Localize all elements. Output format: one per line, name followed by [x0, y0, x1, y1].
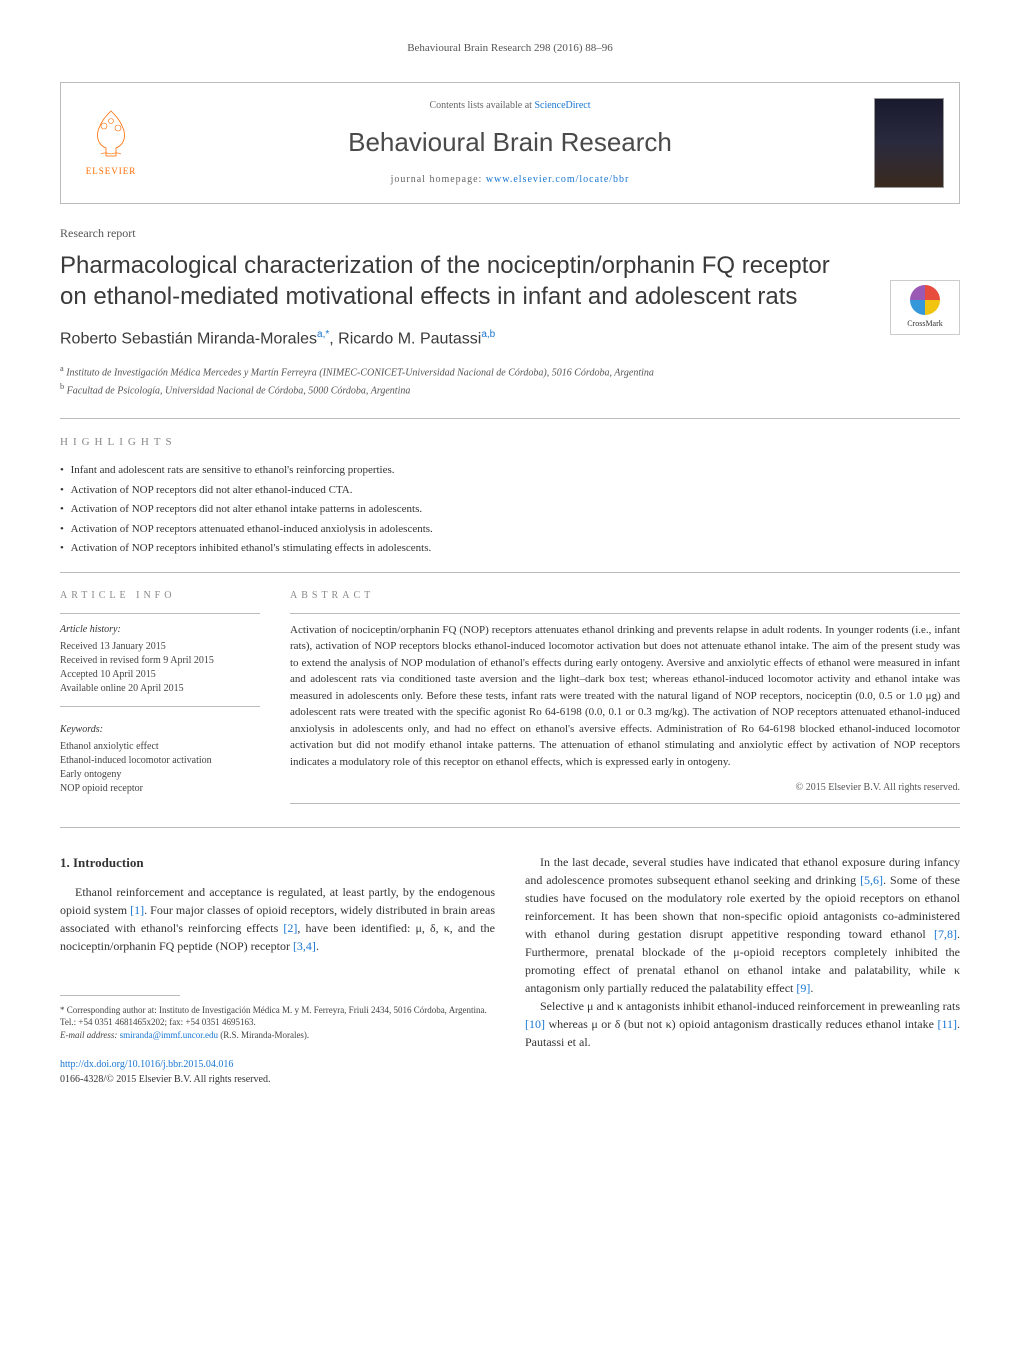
history-item: Available online 20 April 2015 [60, 682, 260, 696]
rule [60, 706, 260, 707]
contents-prefix: Contents lists available at [429, 100, 534, 111]
affil-text-a: Instituto de Investigación Médica Merced… [64, 368, 654, 379]
masthead-center: Contents lists available at ScienceDirec… [146, 98, 874, 187]
rule [60, 572, 960, 573]
elsevier-tree-icon [86, 106, 136, 161]
crossmark-label: CrossMark [907, 318, 943, 330]
highlights-heading: HIGHLIGHTS [60, 434, 960, 451]
journal-cover-thumb [874, 98, 944, 188]
ref-link[interactable]: [9] [796, 981, 810, 995]
ref-link[interactable]: [2] [283, 921, 297, 935]
doi-link[interactable]: http://dx.doi.org/10.1016/j.bbr.2015.04.… [60, 1059, 233, 1070]
keyword: Early ontogeny [60, 768, 260, 782]
authors: Roberto Sebastián Miranda-Moralesa,*, Ri… [60, 327, 960, 351]
highlights-list: Infant and adolescent rats are sensitive… [60, 462, 960, 557]
article-info-heading: ARTICLE INFO [60, 588, 260, 603]
abstract-text: Activation of nociceptin/orphanin FQ (NO… [290, 622, 960, 771]
keyword: Ethanol anxiolytic effect [60, 740, 260, 754]
highlight-item: Infant and adolescent rats are sensitive… [60, 462, 960, 479]
abstract-heading: ABSTRACT [290, 588, 960, 603]
corresponding-footnote: * Corresponding author at: Instituto de … [60, 1004, 495, 1029]
rule [60, 418, 960, 419]
homepage-link[interactable]: www.elsevier.com/locate/bbr [486, 174, 630, 185]
elsevier-text: ELSEVIER [86, 165, 137, 179]
article-title: Pharmacological characterization of the … [60, 250, 860, 312]
abstract-column: ABSTRACT Activation of nociceptin/orphan… [290, 588, 960, 813]
text: Selective μ and κ antagonists inhibit et… [540, 999, 960, 1013]
journal-homepage: journal homepage: www.elsevier.com/locat… [146, 172, 874, 187]
ref-link[interactable]: [7,8] [934, 927, 957, 941]
ref-link[interactable]: [5,6] [860, 873, 883, 887]
keyword: Ethanol-induced locomotor activation [60, 754, 260, 768]
email-label: E-mail address: [60, 1030, 120, 1040]
affil-text-b: Facultad de Psicología, Universidad Naci… [64, 385, 410, 396]
highlight-item: Activation of NOP receptors attenuated e… [60, 521, 960, 538]
highlight-item: Activation of NOP receptors did not alte… [60, 482, 960, 499]
email-link[interactable]: smiranda@immf.uncor.edu [120, 1030, 218, 1040]
email-suffix: (R.S. Miranda-Morales). [218, 1030, 309, 1040]
keywords-label: Keywords: [60, 722, 260, 737]
rule [290, 613, 960, 614]
author-2: , Ricardo M. Pautassi [329, 330, 481, 347]
history-item: Accepted 10 April 2015 [60, 668, 260, 682]
homepage-prefix: journal homepage: [391, 174, 486, 185]
keyword: NOP opioid receptor [60, 782, 260, 796]
body-columns: 1. Introduction Ethanol reinforcement an… [60, 853, 960, 1086]
footnote-text: Corresponding author at: Instituto de In… [60, 1005, 487, 1028]
doi-block: http://dx.doi.org/10.1016/j.bbr.2015.04.… [60, 1057, 495, 1087]
article-info-column: ARTICLE INFO Article history: Received 1… [60, 588, 260, 813]
author-1: Roberto Sebastián Miranda-Morales [60, 330, 317, 347]
body-col-left: 1. Introduction Ethanol reinforcement an… [60, 853, 495, 1086]
copyright: © 2015 Elsevier B.V. All rights reserved… [290, 780, 960, 795]
ref-link[interactable]: [3,4] [293, 939, 316, 953]
crossmark-icon [910, 285, 940, 315]
affiliation-b: b Facultad de Psicología, Universidad Na… [60, 381, 960, 398]
intro-para-1: Ethanol reinforcement and acceptance is … [60, 883, 495, 955]
highlight-item: Activation of NOP receptors did not alte… [60, 501, 960, 518]
body-col-right: In the last decade, several studies have… [525, 853, 960, 1086]
col2-para-2: Selective μ and κ antagonists inhibit et… [525, 997, 960, 1051]
author-2-sup: a,b [481, 329, 495, 340]
author-1-sup: a,* [317, 329, 329, 340]
journal-masthead: ELSEVIER Contents lists available at Sci… [60, 82, 960, 204]
col2-para-1: In the last decade, several studies have… [525, 853, 960, 997]
intro-heading: 1. Introduction [60, 853, 495, 873]
ref-link[interactable]: [10] [525, 1017, 545, 1031]
running-header: Behavioural Brain Research 298 (2016) 88… [60, 40, 960, 57]
history-item: Received 13 January 2015 [60, 640, 260, 654]
sciencedirect-link[interactable]: ScienceDirect [534, 100, 590, 111]
crossmark-badge[interactable]: CrossMark [890, 280, 960, 335]
highlight-item: Activation of NOP receptors inhibited et… [60, 540, 960, 557]
text: whereas μ or δ (but not κ) opioid antago… [545, 1017, 937, 1031]
history-label: Article history: [60, 622, 260, 637]
footnote-rule [60, 995, 180, 996]
elsevier-logo: ELSEVIER [76, 103, 146, 183]
journal-name: Behavioural Brain Research [146, 123, 874, 162]
text: . [316, 939, 319, 953]
rule [60, 827, 960, 828]
rule [60, 613, 260, 614]
affiliation-a: a Instituto de Investigación Médica Merc… [60, 363, 960, 380]
ref-link[interactable]: [1] [130, 903, 144, 917]
ref-link[interactable]: [11] [937, 1017, 957, 1031]
rule [290, 803, 960, 804]
text: . [810, 981, 813, 995]
issn-line: 0166-4328/© 2015 Elsevier B.V. All right… [60, 1074, 270, 1085]
email-footnote: E-mail address: smiranda@immf.uncor.edu … [60, 1029, 495, 1042]
info-abstract-block: ARTICLE INFO Article history: Received 1… [60, 588, 960, 813]
report-type: Research report [60, 224, 960, 242]
contents-line: Contents lists available at ScienceDirec… [146, 98, 874, 113]
affiliations: a Instituto de Investigación Médica Merc… [60, 363, 960, 398]
history-item: Received in revised form 9 April 2015 [60, 654, 260, 668]
